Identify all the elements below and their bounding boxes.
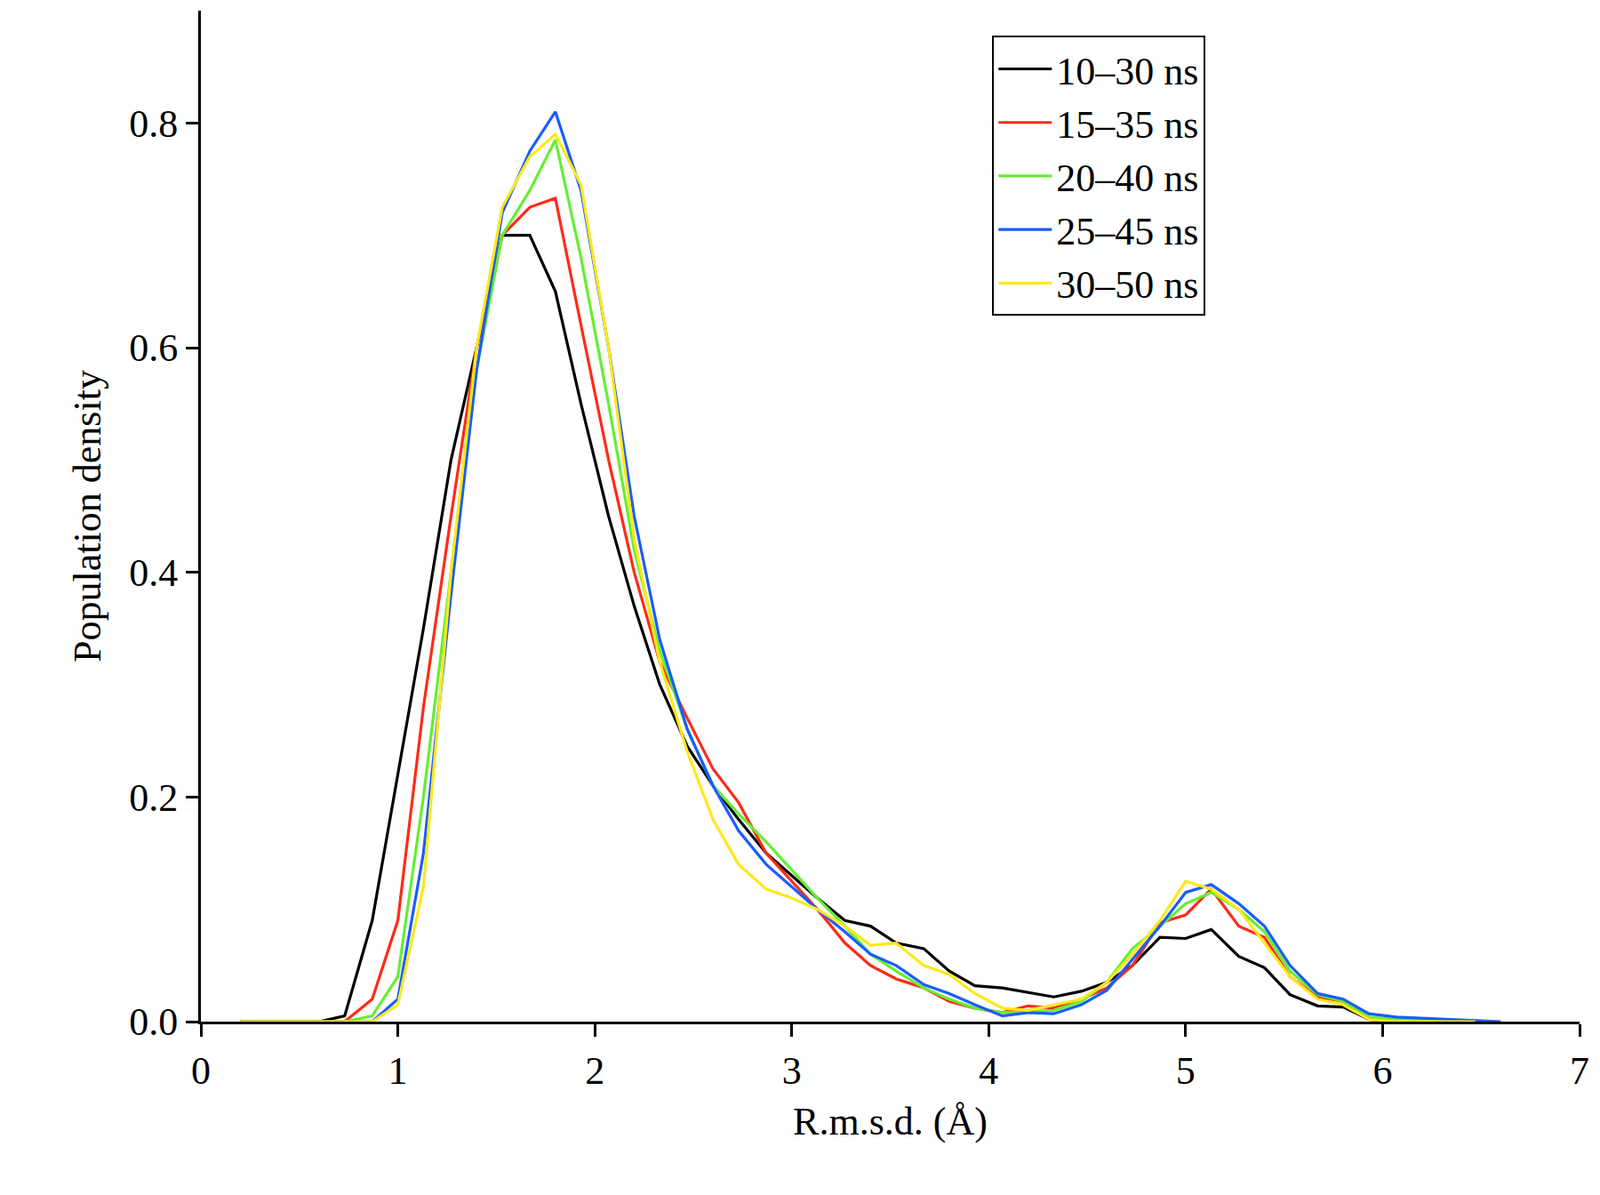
svg-text:4: 4	[978, 1048, 999, 1093]
svg-text:0.4: 0.4	[128, 551, 178, 595]
svg-text:1: 1	[388, 1048, 408, 1093]
svg-text:10–30 ns: 10–30 ns	[1056, 49, 1199, 94]
svg-text:7: 7	[1569, 1048, 1590, 1093]
svg-text:R.m.s.d. (Å): R.m.s.d. (Å)	[792, 1099, 988, 1144]
svg-text:0.6: 0.6	[128, 326, 178, 370]
svg-text:2: 2	[584, 1048, 605, 1093]
svg-text:25–45 ns: 25–45 ns	[1056, 209, 1199, 254]
svg-text:0: 0	[191, 1048, 211, 1093]
svg-text:6: 6	[1372, 1048, 1392, 1093]
svg-text:0.8: 0.8	[128, 102, 178, 146]
svg-text:3: 3	[782, 1048, 802, 1093]
svg-text:0.0: 0.0	[128, 1000, 178, 1044]
svg-text:5: 5	[1176, 1048, 1196, 1093]
svg-text:0.2: 0.2	[128, 776, 178, 820]
svg-text:Population density: Population density	[65, 369, 110, 663]
svg-text:20–40 ns: 20–40 ns	[1056, 156, 1199, 200]
svg-text:30–50 ns: 30–50 ns	[1056, 263, 1199, 307]
svg-text:15–35 ns: 15–35 ns	[1056, 103, 1199, 147]
